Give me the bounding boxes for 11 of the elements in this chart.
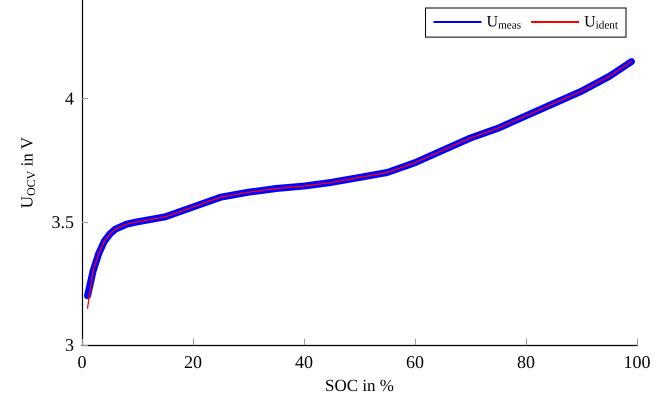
y-tick-label: 3.5 xyxy=(52,212,74,232)
x-tick-label: 0 xyxy=(78,352,86,372)
x-axis-title: SOC in % xyxy=(325,376,394,395)
y-axis-title: UOCV in V xyxy=(18,136,38,208)
x-tick-label: 40 xyxy=(295,352,313,372)
x-tick-label: 20 xyxy=(184,352,202,372)
x-tick-label: 100 xyxy=(624,352,650,372)
x-tick-label: 80 xyxy=(517,352,535,372)
y-tick-label: 4 xyxy=(65,88,74,109)
x-tick-label: 60 xyxy=(406,352,424,372)
y-tick-label: 3 xyxy=(65,335,74,355)
